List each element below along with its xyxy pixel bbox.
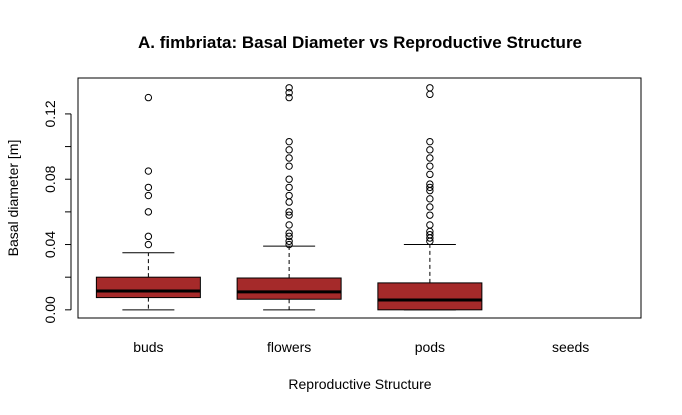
y-tick-label: 0.12 — [42, 100, 58, 127]
outlier-point — [426, 90, 434, 99]
box — [95, 276, 201, 299]
outlier-point — [144, 191, 153, 200]
outlier-point — [285, 154, 293, 162]
outlier-point — [426, 203, 434, 211]
outlier-point — [426, 211, 434, 219]
boxplot-pods — [377, 84, 483, 311]
outlier-point — [426, 137, 434, 146]
outlier-point — [426, 180, 434, 188]
outlier-point — [285, 191, 293, 200]
outlier-point — [285, 88, 293, 97]
outlier-point — [285, 221, 293, 229]
y-axis: 0.00 0.04 0.08 0.12 — [42, 100, 72, 323]
outlier-point — [426, 195, 434, 203]
box — [236, 277, 342, 300]
outlier-point — [144, 208, 153, 216]
outlier-point — [426, 154, 434, 162]
outlier-point — [285, 175, 293, 183]
y-axis-label: Basal diameter [m] — [5, 140, 21, 257]
outlier-point — [144, 93, 153, 102]
boxplots — [95, 84, 483, 311]
outlier-point — [426, 170, 434, 179]
outlier-point — [426, 146, 434, 154]
boxplot-flowers — [236, 84, 342, 311]
outlier-point — [426, 162, 434, 170]
box — [377, 282, 483, 311]
x-axis-label: Reproductive Structure — [288, 376, 431, 392]
outlier-point — [426, 221, 434, 229]
y-tick-label: 0.08 — [42, 165, 58, 192]
outlier-point — [144, 183, 153, 192]
outlier-point — [285, 146, 293, 154]
x-tick-label: seeds — [552, 339, 589, 355]
outlier-point — [426, 84, 434, 92]
outlier-point — [144, 240, 153, 249]
boxplot-buds — [95, 93, 201, 311]
outlier-point — [285, 208, 293, 216]
outlier-point — [144, 232, 153, 241]
chart-title: A. fimbriata: Basal Diameter vs Reproduc… — [138, 33, 582, 52]
outlier-point — [426, 231, 434, 239]
outlier-point — [285, 229, 293, 237]
outlier-point — [285, 211, 293, 219]
outlier-point — [426, 183, 434, 192]
outlier-point — [285, 240, 293, 249]
outlier-point — [285, 183, 293, 192]
outlier-point — [285, 93, 293, 102]
outlier-point — [285, 198, 293, 206]
outlier-point — [144, 167, 153, 175]
outlier-point — [285, 162, 293, 170]
outlier-point — [285, 84, 293, 92]
y-tick-label: 0.00 — [42, 296, 58, 323]
outlier-point — [285, 237, 293, 245]
y-tick-label: 0.04 — [42, 231, 58, 258]
x-axis: buds flowers pods seeds — [133, 339, 589, 355]
x-tick-label: pods — [415, 339, 445, 355]
plot-frame — [77, 77, 642, 319]
x-tick-label: flowers — [267, 339, 311, 355]
x-tick-label: buds — [133, 339, 163, 355]
outlier-point — [285, 232, 293, 241]
outlier-point — [285, 137, 293, 146]
